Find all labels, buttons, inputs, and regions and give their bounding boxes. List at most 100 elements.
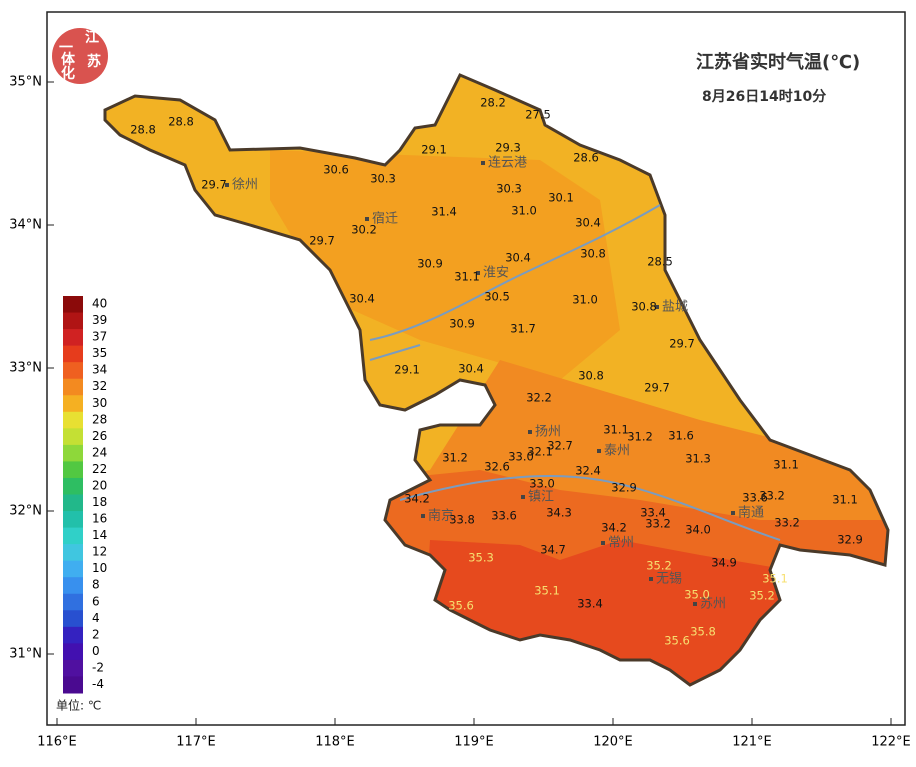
legend-label: 26 [92, 429, 107, 443]
city-label: 苏州 [700, 596, 726, 612]
station-value: 29.7 [201, 178, 227, 192]
lat-tick-label: 34°N [9, 218, 42, 233]
station-value: 30.4 [349, 292, 375, 306]
logo-char: 化 [61, 65, 75, 82]
legend-unit: 单位: ℃ [56, 698, 101, 713]
logo-char: 体 [61, 51, 76, 68]
lon-tick-label: 122°E [871, 735, 911, 750]
lat-tick-label: 33°N [9, 361, 42, 376]
station-value: 31.0 [511, 204, 537, 218]
station-value: 35.3 [468, 551, 494, 565]
station-value: 30.4 [575, 216, 601, 230]
station-value: 34.7 [540, 543, 566, 557]
logo-char: 江 [85, 29, 99, 46]
station-value: 29.1 [394, 363, 420, 377]
station-value: 31.2 [442, 451, 468, 465]
legend-swatch [63, 610, 83, 628]
lon-tick-label: 120°E [593, 735, 633, 750]
lon-tick-label: 119°E [454, 735, 494, 750]
legend-label: -4 [92, 677, 104, 691]
city-dot [476, 271, 480, 275]
legend-swatch [63, 659, 83, 677]
legend-swatch [63, 312, 83, 330]
station-value: 34.3 [546, 506, 572, 520]
station-value: 30.4 [458, 362, 484, 376]
legend-label: 37 [92, 330, 107, 344]
lon-tick-label: 116°E [37, 735, 77, 750]
station-value: 31.1 [454, 270, 480, 284]
station-value: 32.2 [526, 391, 552, 405]
station-value: 28.8 [130, 123, 156, 137]
station-value: 35.1 [534, 584, 560, 598]
logo-char: 苏 [87, 53, 101, 70]
legend-swatch [63, 494, 83, 512]
logo-char: 一 [59, 40, 73, 56]
station-value: 29.7 [669, 337, 695, 351]
city-dot [597, 449, 601, 453]
station-value: 35.6 [664, 634, 690, 648]
station-value: 33.2 [645, 517, 671, 531]
city-label: 徐州 [232, 178, 258, 193]
station-value: 33.0 [529, 477, 555, 491]
lat-tick-label: 35°N [9, 75, 42, 90]
lat-tick-label: 32°N [9, 504, 42, 519]
legend-label: 12 [92, 545, 107, 559]
station-value: 34.9 [711, 556, 737, 570]
station-value: 30.1 [548, 191, 574, 205]
legend-swatch [63, 461, 83, 479]
city-label: 淮安 [483, 266, 509, 281]
station-value: 31.1 [832, 493, 858, 507]
station-value: 29.1 [421, 143, 447, 157]
city-dot [601, 541, 605, 545]
station-value: 30.3 [496, 182, 522, 196]
legend-swatch [63, 329, 83, 347]
legend-swatch [63, 593, 83, 611]
province-outline [103, 73, 890, 687]
legend-label: 24 [92, 445, 107, 459]
station-value: 30.8 [578, 369, 604, 383]
legend-label: 18 [92, 495, 107, 509]
station-value: 30.8 [580, 247, 606, 261]
station-value: 35.6 [448, 599, 474, 613]
station-value: 29.7 [644, 381, 670, 395]
station-value: 28.5 [647, 255, 673, 269]
city-label: 盐城 [662, 300, 688, 315]
legend-swatch [63, 411, 83, 429]
station-value: 27.5 [525, 108, 551, 122]
lon-tick-label: 118°E [315, 735, 355, 750]
station-value: 29.3 [495, 141, 521, 155]
station-value: 34.0 [685, 523, 711, 537]
station-value: 31.1 [603, 423, 629, 437]
city-label: 泰州 [604, 444, 630, 459]
city-label: 南京 [428, 508, 454, 524]
legend-swatch [63, 577, 83, 595]
station-value: 35.2 [749, 589, 775, 603]
map-title: 江苏省实时气温(℃) [696, 51, 860, 73]
legend-swatch [63, 444, 83, 462]
station-value: 30.2 [351, 223, 377, 237]
station-value: 35.2 [646, 559, 672, 573]
legend-swatch [63, 345, 83, 363]
station-value: 33.2 [759, 489, 785, 503]
station-value: 31.0 [572, 293, 598, 307]
station-value: 28.6 [573, 151, 599, 165]
legend-label: 6 [92, 594, 100, 608]
legend-label: 10 [92, 561, 107, 575]
city-dot [481, 161, 485, 165]
legend-label: 20 [92, 478, 107, 492]
station-value: 33.8 [449, 513, 475, 527]
station-value: 34.2 [404, 492, 430, 506]
legend-swatch [63, 560, 83, 578]
station-value: 35.1 [762, 572, 788, 586]
station-value: 31.4 [431, 205, 457, 219]
city-dot [655, 305, 659, 309]
station-value: 33.0 [508, 450, 534, 464]
lon-tick-label: 117°E [176, 735, 216, 750]
legend-label: 30 [92, 396, 107, 410]
station-value: 32.4 [575, 464, 601, 478]
station-value: 29.7 [309, 234, 335, 248]
legend-swatch [63, 378, 83, 396]
legend-label: 34 [92, 363, 107, 377]
legend-swatch [63, 477, 83, 495]
